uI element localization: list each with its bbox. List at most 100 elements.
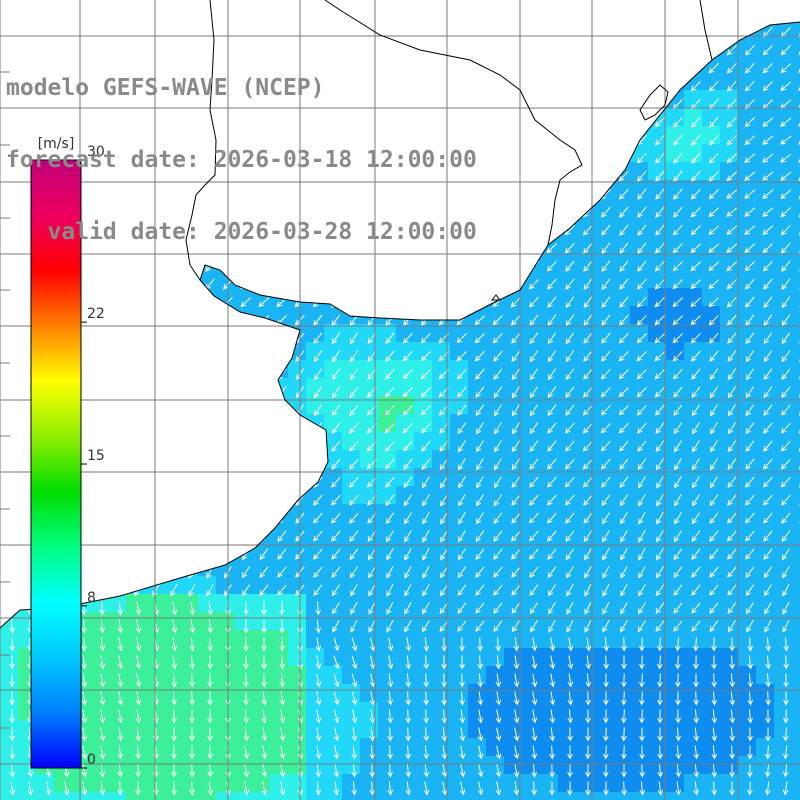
field-cell	[612, 198, 631, 217]
field-cell	[702, 360, 721, 379]
wind-arrow	[565, 332, 575, 345]
field-cell	[792, 432, 800, 451]
field-cell	[360, 324, 379, 343]
wind-arrow	[746, 602, 754, 615]
field-cell	[378, 522, 397, 541]
wind-arrow	[404, 512, 412, 525]
wind-arrow	[638, 566, 646, 579]
field-cell	[234, 630, 253, 649]
field-cell	[774, 594, 793, 613]
field-cell	[486, 306, 505, 325]
wind-arrow	[404, 602, 412, 615]
wind-arrow	[763, 260, 773, 272]
field-cell	[630, 468, 649, 487]
wind-arrow	[636, 333, 647, 344]
field-cell	[360, 666, 379, 685]
wind-arrow	[529, 494, 539, 506]
wind-arrow	[798, 81, 800, 91]
field-cell	[594, 756, 613, 775]
wind-arrow	[531, 727, 538, 742]
wind-arrow	[566, 601, 574, 615]
wind-arrow	[475, 512, 484, 525]
field-cell	[594, 504, 613, 523]
field-cell	[216, 684, 235, 703]
field-cell	[378, 756, 397, 775]
field-cell	[0, 738, 19, 757]
wind-arrow	[636, 152, 647, 164]
wind-arrow	[709, 386, 719, 399]
field-cell	[342, 756, 361, 775]
wind-arrow	[673, 584, 683, 597]
wind-arrow	[639, 709, 645, 724]
field-cell	[270, 576, 289, 595]
wind-arrow	[475, 584, 485, 596]
wind-arrow	[549, 637, 556, 652]
field-cell	[576, 558, 595, 577]
wind-arrow	[315, 637, 322, 652]
wind-arrow	[657, 781, 664, 796]
field-cell	[288, 738, 307, 757]
wind-arrow	[9, 781, 16, 796]
wind-arrow	[315, 781, 322, 796]
field-cell	[576, 612, 595, 631]
wind-arrow	[261, 781, 268, 796]
wind-arrow	[117, 781, 123, 796]
field-cell	[612, 558, 631, 577]
field-cell	[630, 342, 649, 361]
wind-arrow	[655, 584, 665, 597]
wind-arrow	[349, 422, 359, 434]
wind-arrow	[637, 620, 647, 633]
field-cell	[342, 414, 361, 433]
field-cell	[378, 594, 397, 613]
wind-arrow	[601, 278, 611, 291]
wind-arrow	[494, 422, 502, 435]
field-cell	[144, 648, 163, 667]
field-cell	[648, 126, 667, 145]
field-cell	[684, 144, 703, 163]
wind-arrow	[547, 458, 557, 470]
field-cell	[684, 234, 703, 253]
field-cell	[630, 774, 649, 793]
wind-arrow	[727, 602, 737, 615]
field-cell	[576, 504, 595, 523]
field-cell	[504, 684, 523, 703]
field-cell	[774, 342, 793, 361]
field-cell	[612, 522, 631, 541]
wind-arrow	[261, 619, 267, 634]
wind-arrow	[583, 530, 593, 543]
field-cell	[360, 648, 379, 667]
wind-arrow	[763, 278, 773, 290]
field-cell	[666, 270, 685, 289]
wind-arrow	[402, 387, 413, 398]
wind-arrow	[422, 548, 430, 561]
field-cell	[720, 756, 739, 775]
wind-arrow	[243, 745, 250, 760]
field-cell	[756, 504, 775, 523]
wind-arrow	[331, 476, 341, 488]
wind-arrow	[457, 566, 467, 579]
field-cell	[756, 576, 775, 595]
field-cell	[126, 612, 145, 631]
field-cell	[162, 738, 181, 757]
wind-arrow	[711, 763, 718, 778]
field-cell	[234, 720, 253, 739]
field-cell	[774, 450, 793, 469]
colorbar-frame	[30, 159, 82, 769]
field-cell	[684, 198, 703, 217]
wind-arrow	[243, 637, 249, 652]
wind-arrow	[583, 314, 593, 327]
wind-arrow	[531, 691, 538, 706]
field-cell	[324, 324, 343, 343]
field-cell	[378, 486, 397, 505]
wind-arrow	[710, 440, 718, 453]
field-cell	[468, 720, 487, 739]
field-cell	[558, 378, 577, 397]
field-cell	[648, 288, 667, 307]
wind-arrow	[619, 206, 629, 218]
field-cell	[702, 756, 721, 775]
field-cell	[450, 486, 469, 505]
wind-arrow	[457, 404, 467, 416]
wind-arrow	[602, 566, 610, 579]
wind-arrow	[726, 189, 738, 199]
field-cell	[756, 252, 775, 271]
